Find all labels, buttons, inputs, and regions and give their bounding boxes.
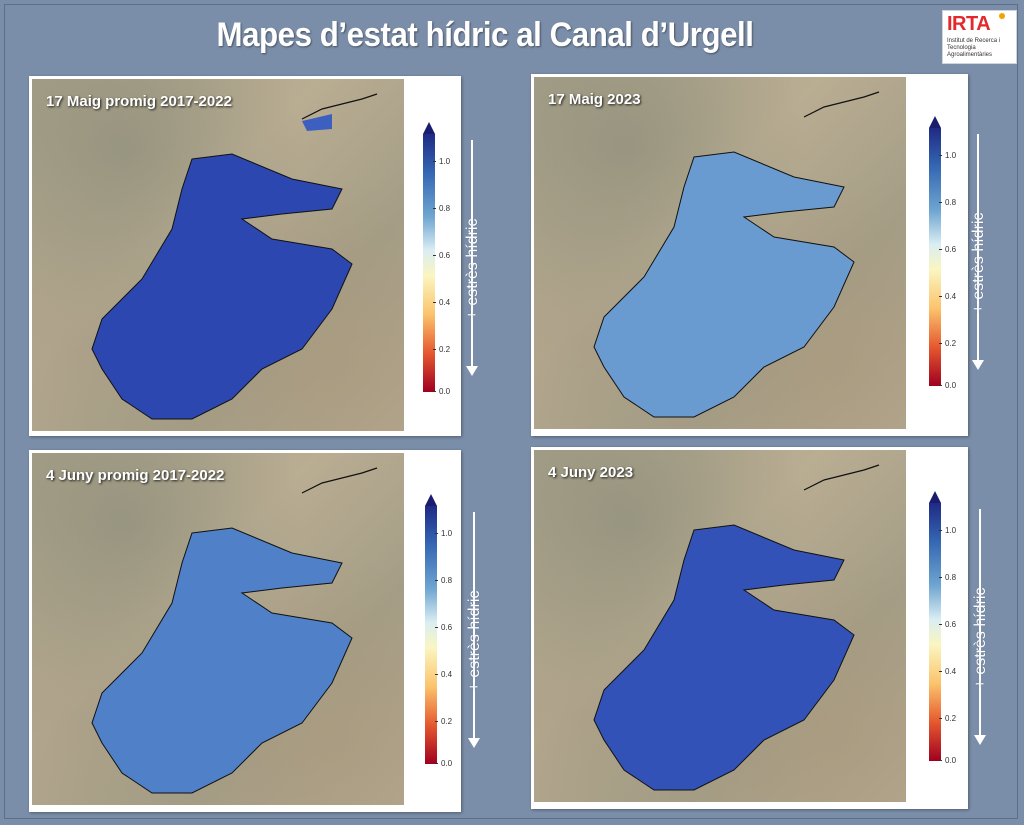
logo-wordmark: IRTA [947,13,991,35]
tick-0.6: 0.6 [434,624,452,632]
tick-0.4: 0.4 [938,668,956,676]
map-panel-3: 4 Juny promig 2017-2022 1.0 0.8 0.6 0.4 … [29,450,483,812]
canal-region-shape [91,527,353,794]
tick-0.8: 0.8 [434,577,452,585]
tick-0.8: 0.8 [432,205,450,213]
stress-indicator-4: + estrès hídric [929,491,1009,771]
colorbar-gradient [929,503,941,761]
tick-0.6: 0.6 [938,621,956,629]
tick-1.0: 1.0 [434,530,452,538]
north-patch [302,114,332,131]
tick-1.0: 1.0 [432,158,450,166]
colorbar-ticks: 1.0 0.8 0.6 0.4 0.2 0.0 [434,506,477,768]
tick-0.4: 0.4 [434,671,452,679]
river-line [803,91,880,118]
tick-0.4: 0.4 [432,299,450,307]
colorbar-3: 1.0 0.8 0.6 0.4 0.2 0.0 [419,494,499,774]
stress-indicator-3: + estrès hídric [423,494,503,774]
tick-0.6: 0.6 [432,252,450,260]
map-image-1: 17 Maig promig 2017-2022 [32,79,404,431]
tick-0.2: 0.2 [938,715,956,723]
tick-0.2: 0.2 [938,340,956,348]
stress-label: + estrès hídric [464,218,481,320]
tick-0.8: 0.8 [938,574,956,582]
tick-1.0: 1.0 [938,527,956,535]
colorbar-4: 1.0 0.8 0.6 0.4 0.2 0.0 [923,491,1003,771]
panel-label-3: 4 Juny promig 2017-2022 [46,467,225,484]
colorbar-gradient [425,506,437,764]
colorbar-arrow-icon [425,494,437,506]
map-panel-4: 4 Juny 2023 1.0 0.8 0.6 0.4 0.2 0.0 + es… [531,447,989,809]
stress-arrow-line [471,140,473,368]
arrow-down-icon [466,366,478,376]
stress-label: + estrès hídric [466,590,483,692]
river-line [301,467,378,494]
arrow-down-icon [468,738,480,748]
tick-0.0: 0.0 [434,760,452,768]
logo-dot-icon [999,13,1005,19]
map-image-4: 4 Juny 2023 [534,450,906,802]
map-image-2: 17 Maig 2023 [534,77,906,429]
stress-indicator-2: + estrès hídric [927,116,1007,396]
stress-label: + estrès hídric [972,587,989,689]
tick-0.0: 0.0 [938,757,956,765]
slide-title: Mapes d’estat hídric al Canal d’Urgell [216,16,754,54]
tick-0.6: 0.6 [938,246,956,254]
irta-logo: IRTA Institut de Recerca i Tecnologia Ag… [942,10,1017,64]
panel-label-2: 17 Maig 2023 [548,91,641,108]
stress-arrow-line [473,512,475,740]
stress-arrow-line [977,134,979,362]
colorbar-ticks: 1.0 0.8 0.6 0.4 0.2 0.0 [938,503,981,765]
canal-region-shape [91,153,353,420]
river-line [301,93,378,120]
stress-arrow-line [979,509,981,737]
slide-frame [4,4,1018,819]
colorbar-gradient [423,134,435,392]
canal-region-shape [593,151,855,418]
colorbar-1: 1.0 0.8 0.6 0.4 0.2 0.0 [417,122,497,402]
panel-label-4: 4 Juny 2023 [548,464,634,481]
river-line [803,464,880,491]
tick-0.0: 0.0 [938,382,956,390]
panel-label-1: 17 Maig promig 2017-2022 [46,93,232,110]
map-panel-1: 17 Maig promig 2017-2022 1.0 0.8 0.6 0.4… [29,76,481,436]
tick-1.0: 1.0 [938,152,956,160]
tick-0.0: 0.0 [432,388,450,396]
tick-0.4: 0.4 [938,293,956,301]
map-panel-2: 17 Maig 2023 1.0 0.8 0.6 0.4 0.2 0.0 + e… [531,74,987,436]
stress-label: + estrès hídric [970,212,987,314]
logo-subtitle: Institut de Recerca i Tecnologia Agroali… [947,38,1001,58]
map-image-3: 4 Juny promig 2017-2022 [32,453,404,805]
arrow-down-icon [972,360,984,370]
tick-0.2: 0.2 [432,346,450,354]
colorbar-arrow-icon [929,116,941,128]
colorbar-ticks: 1.0 0.8 0.6 0.4 0.2 0.0 [938,128,981,390]
canal-region-shape [593,524,855,791]
colorbar-2: 1.0 0.8 0.6 0.4 0.2 0.0 [923,116,1003,396]
colorbar-arrow-icon [929,491,941,503]
colorbar-arrow-icon [423,122,435,134]
tick-0.2: 0.2 [434,718,452,726]
arrow-down-icon [974,735,986,745]
colorbar-ticks: 1.0 0.8 0.6 0.4 0.2 0.0 [432,134,475,396]
colorbar-gradient [929,128,941,386]
stress-indicator-1: + estrès hídric [421,122,501,402]
tick-0.8: 0.8 [938,199,956,207]
